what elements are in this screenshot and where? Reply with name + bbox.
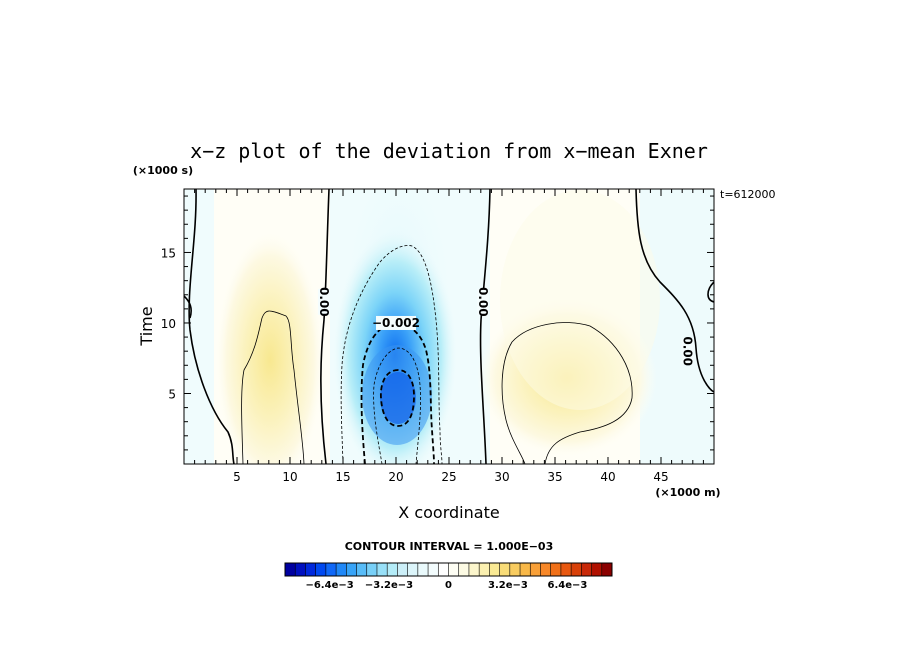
colorbar-swatch (397, 563, 408, 576)
tick-marks (184, 189, 714, 464)
contour-label-bg (376, 315, 416, 330)
contour-label: −0.002 (372, 316, 420, 330)
y-unit-label: (×1000 s) (133, 164, 193, 177)
y-tick-label: 15 (161, 246, 176, 260)
x-tick-labels: 5 10 15 20 25 30 35 40 45 (233, 470, 668, 484)
colorbar-swatch (550, 563, 562, 576)
colorbar-swatch (520, 563, 531, 576)
colorbar-swatch (376, 563, 388, 576)
colorbar-swatch (560, 563, 572, 576)
colorbar-tick-labels: −6.4e−3 −3.2e−3 0 3.2e−3 6.4e−3 (305, 580, 587, 591)
colorbar-swatch (315, 563, 327, 576)
colorbar-swatch (468, 563, 480, 576)
colorbar-tick-label: 3.2e−3 (488, 580, 528, 591)
colorbar-swatch (295, 563, 306, 576)
contour-label-bg (476, 288, 489, 315)
x-tick-label: 15 (335, 470, 350, 484)
colorbar-swatch (479, 563, 490, 576)
colorbar-swatch (336, 563, 347, 576)
colorbar-swatch (356, 563, 368, 576)
contour-label: 0.00 (476, 287, 490, 317)
colorbar-swatch (387, 563, 398, 576)
colorbar-swatch (581, 563, 592, 576)
contour-label-bg (681, 338, 694, 365)
chart-title: x−z plot of the deviation from x−mean Ex… (190, 139, 708, 163)
y-tick-label: 10 (161, 317, 176, 331)
colorbar-tick-label: 0 (445, 580, 452, 591)
colorbar-swatch (417, 563, 429, 576)
colorbar-tick-label: −3.2e−3 (365, 580, 413, 591)
colorbar-swatch (428, 563, 439, 576)
colorbar-swatch (407, 563, 419, 576)
x-tick-label: 25 (441, 470, 456, 484)
colorbar-swatch (591, 563, 603, 576)
colorbar-frame (284, 562, 613, 577)
colorbar-swatch (540, 563, 551, 576)
colorbar-swatch (489, 563, 500, 576)
contour-label-bg (317, 288, 330, 315)
x-tick-label: 5 (233, 470, 241, 484)
contour-label: 0.00 (317, 287, 331, 317)
colorbar-swatch (499, 563, 511, 576)
plot-area (184, 189, 714, 464)
colorbar-swatch (530, 563, 541, 576)
contour-interval-label: CONTOUR INTERVAL = 1.000E−03 (345, 540, 554, 553)
colorbar-swatch (458, 563, 470, 576)
colorbar-swatch (305, 563, 316, 576)
x-unit-label: (×1000 m) (655, 486, 720, 499)
x-tick-label: 30 (494, 470, 509, 484)
colorbar-swatch (448, 563, 460, 576)
colorbar-swatch (601, 563, 613, 576)
colorbar (284, 562, 613, 577)
y-tick-labels: 5 10 15 (161, 246, 176, 401)
x-tick-label: 35 (547, 470, 562, 484)
y-axis-label: Time (137, 306, 156, 346)
colorbar-swatch (509, 563, 521, 576)
x-tick-label: 10 (282, 470, 297, 484)
x-tick-label: 20 (388, 470, 403, 484)
contour-label: 0.00 (681, 336, 695, 366)
colorbar-swatch (571, 563, 582, 576)
colorbar-swatch (438, 563, 449, 576)
colorbar-tick-label: −6.4e−3 (305, 580, 353, 591)
colorbar-tick-label: 6.4e−3 (547, 580, 587, 591)
colorbar-swatch (325, 563, 337, 576)
contour-labels: 0.00 −0.002 0.00 0.00 (317, 287, 695, 366)
colorbar-swatch (346, 563, 357, 576)
x-tick-label: 40 (600, 470, 615, 484)
x-tick-label: 45 (653, 470, 668, 484)
y-tick-label: 5 (168, 387, 176, 401)
time-stamp: t=612000 (720, 188, 776, 201)
colorbar-swatch (366, 563, 378, 576)
colorbar-swatch (285, 563, 296, 576)
x-axis-label: X coordinate (398, 503, 499, 522)
